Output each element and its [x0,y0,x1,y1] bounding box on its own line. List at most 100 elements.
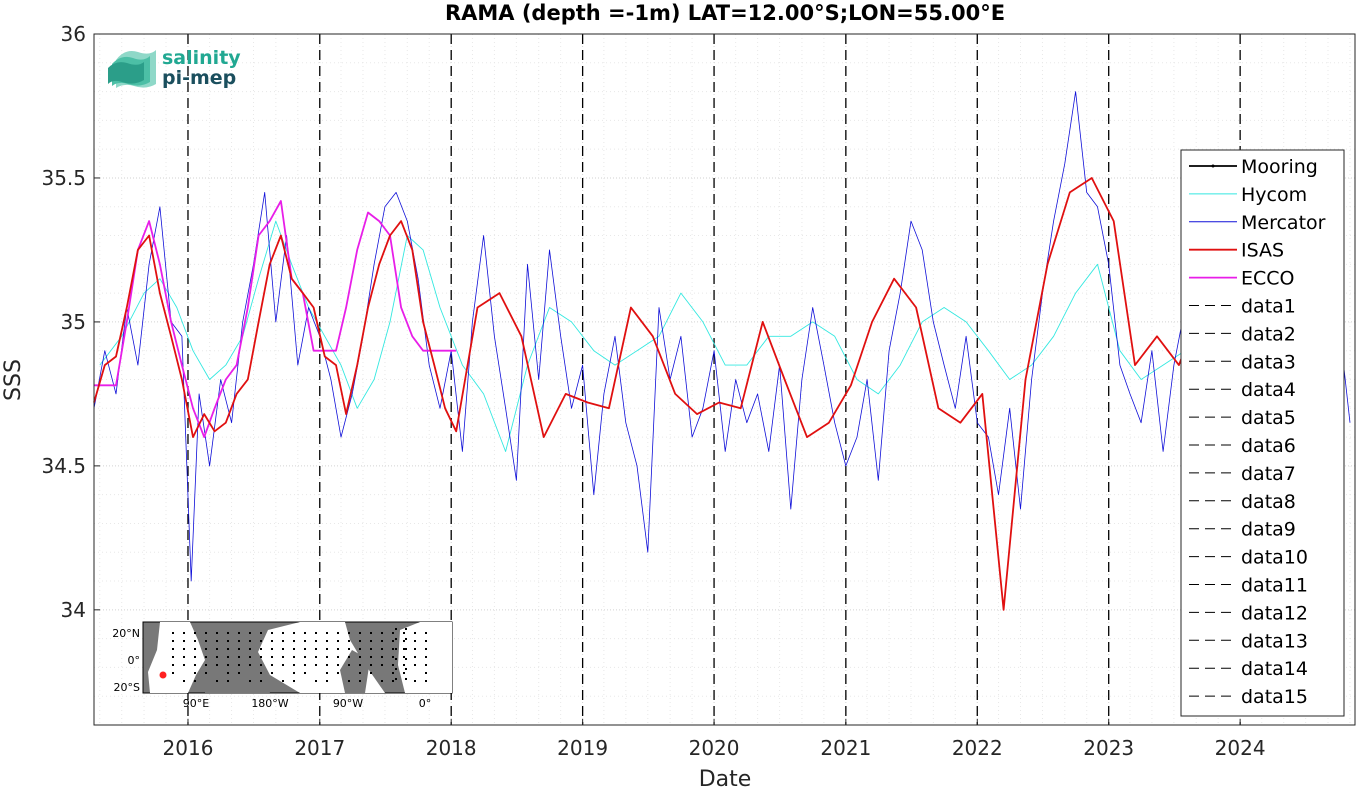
legend-data3-label: data3 [1241,351,1296,373]
mooring-dot [326,640,328,642]
mooring-dot [172,664,174,666]
mooring-dot [249,664,251,666]
mooring-dot [194,640,196,642]
mooring-dot [315,632,317,634]
mooring-dot [425,664,427,666]
mooring-dot [405,648,407,650]
mooring-dot [359,632,361,634]
plot-frame [93,33,1356,726]
mooring-dot [414,656,416,658]
mooring-dot [348,664,350,666]
mooring-dot [282,632,284,634]
mooring-dot [260,672,262,674]
mooring-dot [282,640,284,642]
year-dashed-lines [187,34,1241,725]
mooring-dot [205,640,207,642]
x-tick-label: 2016 [163,736,214,760]
mooring-dot [227,680,229,682]
mooring-dot [348,648,350,650]
legend-data11-label: data11 [1241,575,1308,597]
mooring-dot [293,672,295,674]
mooring-dot [425,672,427,674]
map-lon-label-4: 0° [419,697,432,710]
mooring-dot [293,680,295,682]
mooring-dot [326,648,328,650]
mooring-dot [271,632,273,634]
mooring-dot [271,664,273,666]
mooring-dot [260,680,262,682]
mooring-dot [205,648,207,650]
mooring-dot [315,640,317,642]
mooring-dot [392,640,394,642]
mooring-dot [238,632,240,634]
logo-line1: salinity [162,47,241,69]
mooring-dot [392,672,394,674]
mooring-dot [392,664,394,666]
mooring-dot [260,656,262,658]
mooring-dot [238,672,240,674]
mooring-dot [381,656,383,658]
mooring-dot [337,648,339,650]
mooring-dot [183,680,185,682]
mooring-dot [370,648,372,650]
mooring-dot [381,664,383,666]
x-tick-label: 2020 [689,736,740,760]
mooring-dot [238,656,240,658]
y-tick-label: 36 [61,22,86,46]
mooring-dot [238,640,240,642]
mooring-dot [227,648,229,650]
mooring-dot [370,672,372,674]
mooring-dot [405,638,407,640]
legend-data5-label: data5 [1241,407,1296,429]
x-tick-label: 2023 [1083,736,1134,760]
mooring-dot [205,632,207,634]
mooring-dot [348,680,350,682]
mooring-dot [282,680,284,682]
mooring-dot [414,632,416,634]
legend-data13-label: data13 [1241,630,1308,652]
mooring-dot [194,664,196,666]
mooring-dot [249,656,251,658]
mooring-dot [172,648,174,650]
mooring-dot [403,648,405,650]
mooring-dot [249,648,251,650]
mooring-dot [395,678,397,680]
mooring-dot [359,648,361,650]
mooring-dot [304,656,306,658]
y-axis-label: SSS [1,359,26,401]
legend-data10-label: data10 [1241,547,1308,569]
mooring-dot [337,632,339,634]
mooring-dot [271,648,273,650]
mooring-dot [205,656,207,658]
mooring-dot [392,632,394,634]
mooring-dot [205,664,207,666]
legend: Mooring Hycom Mercator ISAS ECCO data1 data2 da… [1180,149,1345,717]
mooring-dot [381,640,383,642]
logo-line2: pi-mep [162,67,236,89]
mooring-dot [414,648,416,650]
inset-location-map: 20°N 0° 20°S 90°E 180°W 90°W 0° [112,621,453,710]
mooring-dot [304,672,306,674]
mercator-series-line [93,91,1351,582]
mooring-dot [227,672,229,674]
mooring-dot [359,664,361,666]
mooring-dot [205,672,207,674]
legend-data14-label: data14 [1241,658,1308,680]
mooring-dot [249,680,251,682]
legend-data4-label: data4 [1241,379,1296,401]
mooring-dot [271,656,273,658]
mooring-dot [337,672,339,674]
legend-box [1180,149,1345,717]
mooring-dot [293,632,295,634]
mooring-dot [381,648,383,650]
mooring-dot [216,656,218,658]
mooring-dot [183,632,185,634]
mooring-dot [227,640,229,642]
mooring-dot [304,664,306,666]
mooring-dot [293,656,295,658]
mooring-dot [359,656,361,658]
legend-data9-label: data9 [1241,519,1296,541]
mooring-dot [293,648,295,650]
mooring-dot [348,656,350,658]
mooring-dot [315,656,317,658]
